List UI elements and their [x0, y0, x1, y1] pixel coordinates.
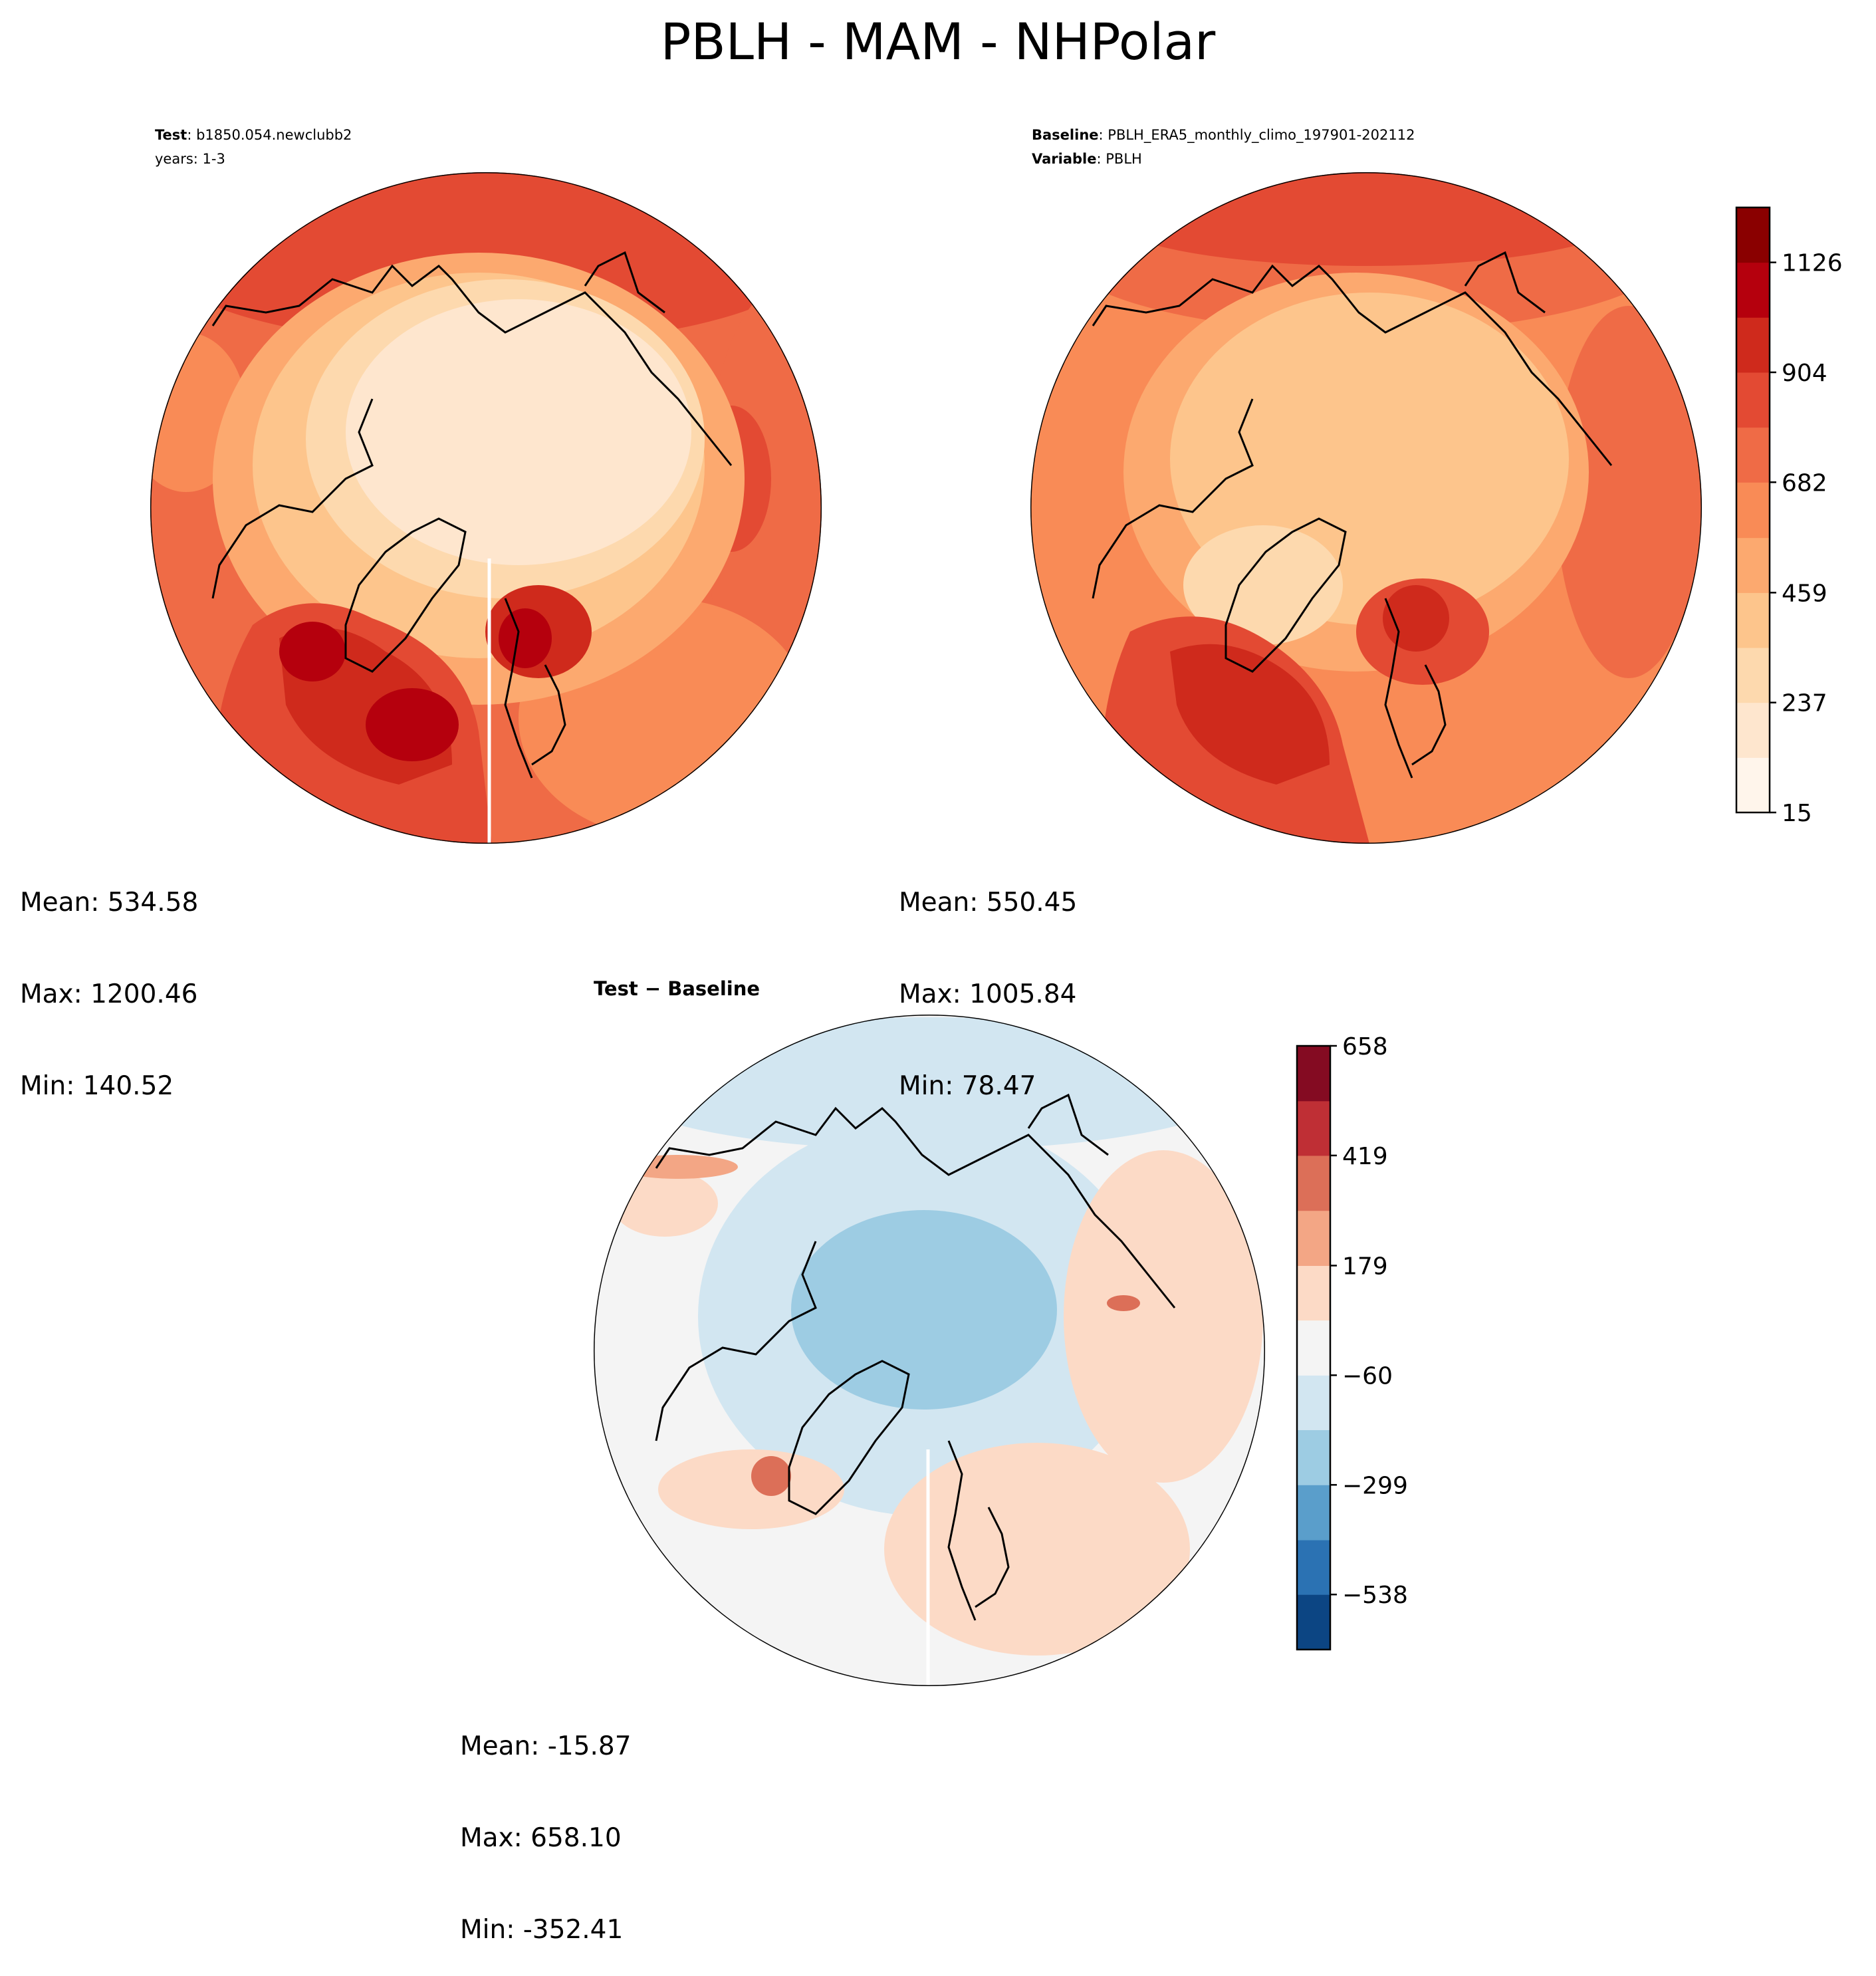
baseline-mean: Mean: 550.45 — [899, 888, 1078, 918]
baseline-colorbar-band — [1736, 427, 1770, 483]
baseline-coastlines — [1092, 251, 1613, 779]
difference-min: Min: -352.41 — [460, 1915, 624, 1945]
difference-title-baseline: Baseline — [667, 977, 761, 1000]
baseline-header: Baseline: PBLH_ERA5_monthly_climo_197901… — [1032, 127, 1415, 167]
baseline-colorbar-tick-label: 237 — [1782, 690, 1827, 717]
baseline-colorbar: 15 237 459 682 904 1126 — [1735, 206, 1843, 827]
test-stats: Mean: 534.58 Max: 1200.46 Min: 140.52 — [20, 826, 198, 1132]
difference-colorbar-tick-label: 658 — [1342, 1033, 1388, 1060]
baseline-colorbar-band — [1736, 537, 1770, 593]
difference-map — [594, 1015, 1265, 1686]
baseline-map — [1030, 172, 1702, 844]
baseline-colorbar-band — [1736, 317, 1770, 373]
test-map — [150, 172, 822, 844]
test-mean: Mean: 534.58 — [20, 888, 199, 918]
baseline-colorbar-band — [1736, 702, 1770, 758]
difference-colorbar-band — [1297, 1155, 1330, 1211]
baseline-colorbar-band — [1736, 482, 1770, 539]
figure-canvas: 15 237 459 682 904 1126 −538 −299 −60 179 419 658 — [150, 172, 1843, 1686]
difference-title-test: Test — [594, 977, 638, 1000]
figure-title: PBLH - MAM - NHPolar — [660, 12, 1216, 71]
baseline-stats: Mean: 550.45 Max: 1005.84 Min: 78.47 — [899, 826, 1077, 1132]
baseline-colorbar-band — [1736, 648, 1770, 703]
test-header: Test: b1850.054.newclubb2 years: 1-3 — [155, 127, 352, 167]
difference-colorbar-frame — [1296, 1045, 1332, 1651]
test-max: Max: 1200.46 — [20, 979, 198, 1009]
test-header-years: years: 1-3 — [155, 151, 225, 167]
difference-colorbar-band — [1297, 1320, 1330, 1376]
difference-coastlines — [655, 1093, 1176, 1621]
baseline-colorbar-band — [1736, 262, 1770, 318]
baseline-colorbar-frame — [1735, 206, 1771, 814]
difference-colorbar-band — [1297, 1265, 1330, 1321]
baseline-colorbar-tick-label: 682 — [1782, 469, 1827, 497]
baseline-colorbar-tick-label: 459 — [1782, 580, 1827, 607]
difference-colorbar-band — [1297, 1594, 1330, 1650]
difference-title: Test − Baseline — [594, 977, 761, 1000]
difference-colorbar-band — [1297, 1429, 1330, 1485]
test-min: Min: 140.52 — [20, 1071, 174, 1101]
baseline-colorbar-tick-label: 15 — [1782, 800, 1812, 827]
baseline-variable-value: PBLH — [1106, 151, 1142, 167]
difference-colorbar: −538 −299 −60 179 419 658 — [1296, 1033, 1408, 1651]
difference-colorbar-band — [1297, 1485, 1330, 1541]
test-header-value: b1850.054.newclubb2 — [196, 127, 352, 143]
difference-colorbar-band — [1297, 1046, 1330, 1102]
difference-max: Max: 658.10 — [460, 1823, 622, 1853]
difference-stats: Mean: -15.87 Max: 658.10 Min: -352.41 — [460, 1670, 632, 1976]
baseline-colorbar-band — [1736, 757, 1770, 813]
test-coastlines — [211, 251, 733, 779]
difference-colorbar-band — [1297, 1375, 1330, 1431]
baseline-min: Min: 78.47 — [899, 1071, 1036, 1101]
baseline-colorbar-tick-label: 904 — [1782, 360, 1827, 387]
baseline-variable-label: Variable — [1032, 151, 1097, 167]
difference-colorbar-band — [1297, 1100, 1330, 1156]
difference-colorbar-tick-label: −538 — [1342, 1582, 1408, 1609]
baseline-header-value: PBLH_ERA5_monthly_climo_197901-202112 — [1108, 127, 1415, 143]
baseline-colorbar-band — [1736, 372, 1770, 428]
difference-mean: Mean: -15.87 — [460, 1731, 632, 1761]
difference-colorbar-band — [1297, 1540, 1330, 1595]
difference-colorbar-tick-label: −299 — [1342, 1472, 1408, 1499]
baseline-max: Max: 1005.84 — [899, 979, 1077, 1009]
baseline-colorbar-band — [1736, 592, 1770, 648]
baseline-colorbar-band — [1736, 207, 1770, 263]
difference-colorbar-tick-label: −60 — [1342, 1362, 1393, 1390]
difference-colorbar-tick-label: 419 — [1342, 1143, 1388, 1170]
test-header-label: Test — [155, 127, 187, 143]
baseline-colorbar-tick-label: 1126 — [1782, 250, 1843, 277]
difference-colorbar-band — [1297, 1210, 1330, 1266]
baseline-header-label: Baseline — [1032, 127, 1099, 143]
difference-colorbar-tick-label: 179 — [1342, 1253, 1388, 1280]
